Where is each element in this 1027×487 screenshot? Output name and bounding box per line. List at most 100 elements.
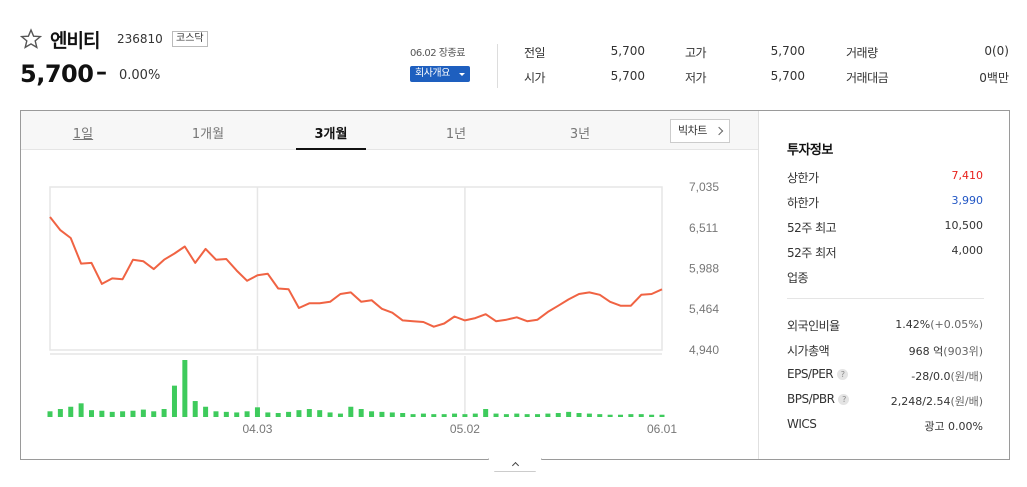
upper-limit-value: 7,410	[951, 169, 984, 182]
change-symbol: –	[96, 60, 107, 85]
price-axis-label: 5,988	[689, 261, 719, 275]
volume-bar	[431, 414, 437, 417]
volume-bar	[140, 409, 146, 417]
volume-bar	[524, 414, 530, 417]
volume-bar	[348, 406, 354, 417]
foreign-ratio-number: 1.42%	[895, 318, 931, 331]
bps-pbr-value: 2,248/2.54(원/배)	[891, 393, 983, 409]
volume-bar	[296, 410, 302, 417]
volume-bar	[306, 409, 312, 417]
market-cap-rank: (903위)	[943, 345, 983, 358]
52w-high-label: 52주 최고	[787, 221, 837, 235]
volume-bar	[472, 413, 478, 417]
volume-bar	[597, 414, 603, 417]
stock-name[interactable]: 엔비티	[50, 30, 100, 52]
price-axis-label: 5,464	[689, 302, 719, 316]
price-axis-label: 4,940	[689, 343, 719, 357]
active-tab-underline	[296, 148, 366, 150]
volume-bar	[151, 411, 157, 417]
volume-bar	[503, 414, 509, 417]
price-line	[49, 216, 663, 328]
help-icon[interactable]: ?	[837, 369, 849, 380]
market-badge: 코스닥	[172, 31, 208, 47]
tab-1day[interactable]: 1일	[72, 127, 94, 142]
bps-pbr-number: 2,248/2.54	[890, 395, 951, 408]
company-overview-button[interactable]: 회사개요	[410, 66, 470, 82]
x-axis-label: 04.03	[242, 422, 272, 436]
tab-1month[interactable]: 1개월	[191, 127, 225, 142]
volume-bar	[244, 411, 250, 417]
eps-per-unit: (원/배)	[950, 370, 983, 383]
quote-label: 고가	[685, 46, 707, 60]
52w-high-value: 10,500	[944, 219, 984, 232]
quote-label: 시가	[524, 71, 546, 85]
quote-label: 저가	[685, 71, 707, 85]
eps-per-text: EPS/PER	[787, 367, 834, 381]
eps-per-value: -28/0.0(원/배)	[911, 368, 983, 384]
x-axis-label: 06.01	[647, 422, 677, 436]
volume-bar	[223, 411, 229, 417]
volume-bar	[566, 411, 572, 417]
volume-bar	[586, 413, 592, 417]
volume-bar	[265, 412, 271, 417]
volume-bar	[462, 414, 468, 417]
price-axis-label: 7,035	[689, 180, 719, 194]
volume-bar	[358, 409, 364, 417]
help-icon[interactable]: ?	[838, 394, 850, 405]
volume-bar	[192, 401, 198, 417]
quote-value: 5,700	[610, 44, 645, 58]
foreign-ratio-label: 외국인비율	[787, 319, 840, 333]
volume-bar	[78, 403, 84, 417]
volume-bar	[545, 413, 551, 417]
foreign-ratio-value: 1.42%(+0.05%)	[895, 318, 983, 331]
volume-bar	[659, 414, 665, 417]
sector-label: 업종	[787, 271, 809, 285]
market-cap-number: 968 억	[908, 345, 944, 358]
lower-limit-value: 3,990	[951, 194, 984, 207]
eps-per-label: EPS/PER?	[787, 367, 849, 381]
volume-bar	[555, 413, 561, 417]
volume-bar	[234, 412, 240, 417]
big-chart-button[interactable]: 빅차트	[670, 119, 730, 143]
volume-bar	[109, 411, 115, 417]
market-close-date: 06.02 장종료	[410, 48, 465, 59]
x-axis-label: 05.02	[450, 422, 480, 436]
star-icon[interactable]	[20, 28, 42, 50]
volume-bar	[389, 412, 395, 417]
quote-value: 0(0)	[984, 44, 1009, 58]
chevron-right-icon	[714, 126, 724, 136]
volume-bar	[68, 406, 74, 417]
stock-header: 엔비티 236810 코스닥 5,700 – 0.00% 06.02 장종료 회…	[20, 26, 1010, 96]
volume-bar	[47, 411, 53, 417]
wics-label: WICS	[787, 417, 817, 431]
upper-limit-label: 상한가	[787, 171, 819, 185]
collapse-button[interactable]	[488, 458, 542, 472]
52w-low-label: 52주 최저	[787, 246, 837, 260]
volume-bar	[130, 410, 136, 417]
investment-info: 투자정보 상한가 7,410 하한가 3,990 52주 최고 10,500 5…	[758, 111, 1009, 459]
quote-value: 5,700	[610, 69, 645, 83]
volume-bar	[213, 411, 219, 417]
volume-bar	[57, 409, 63, 417]
volume-bar	[379, 411, 385, 417]
volume-bar	[638, 414, 644, 417]
quote-value: 5,700	[770, 44, 805, 58]
change-rate: 0.00%	[119, 68, 161, 83]
market-cap-value: 968 억(903위)	[909, 343, 983, 359]
tab-3year[interactable]: 3년	[569, 127, 591, 142]
volume-bar	[317, 410, 323, 417]
quote-value: 5,700	[770, 69, 805, 83]
divider	[497, 44, 498, 88]
volume-bar	[493, 413, 499, 417]
price-chart[interactable]: 7,035 6,511 5,988 5,464 4,940 04.03 05.02 06.01	[21, 151, 758, 461]
tab-1year[interactable]: 1년	[445, 127, 467, 142]
volume-bar	[649, 414, 655, 417]
tab-3month[interactable]: 3개월	[314, 127, 348, 142]
volume-bar	[514, 413, 520, 417]
volume-bar	[254, 407, 260, 417]
volume-bar	[452, 413, 458, 417]
volume-bar	[628, 414, 634, 417]
caret-down-icon	[459, 73, 465, 76]
volume-bar	[161, 409, 167, 417]
bps-pbr-text: BPS/PBR	[787, 392, 835, 406]
